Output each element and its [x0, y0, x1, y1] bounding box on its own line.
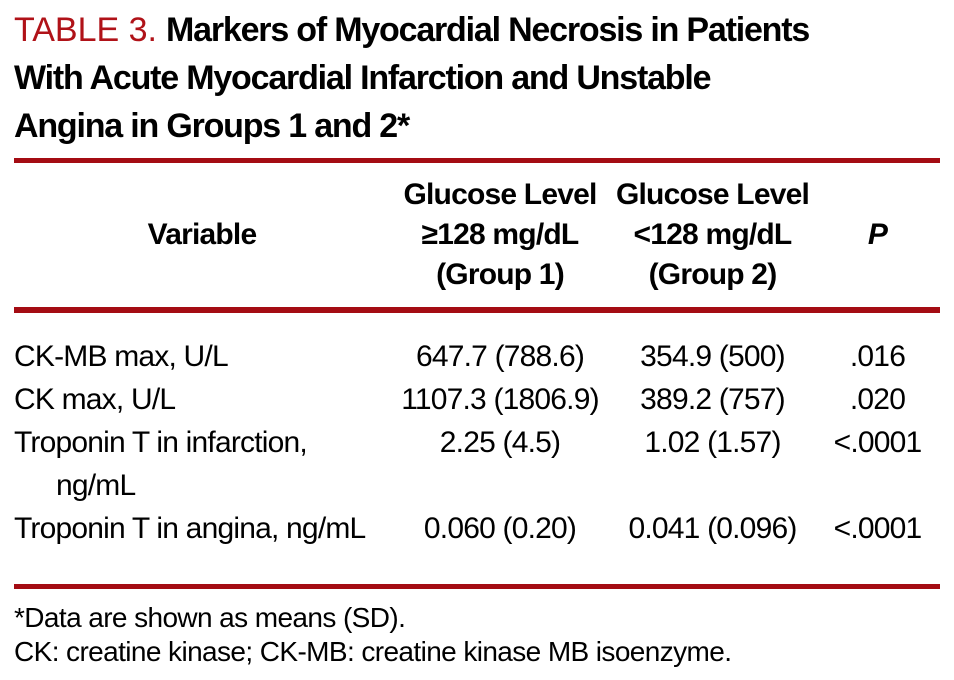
cell-variable: Troponin T in infarction, ng/mL: [14, 421, 390, 507]
table-title-text-2: With Acute Myocardial Infarction and Uns…: [14, 59, 712, 97]
cell-group1-value: 1107.3 (1806.9): [401, 383, 599, 416]
column-header-p-value: P: [815, 175, 940, 295]
table-footnotes: *Data are shown as means (SD). CK: creat…: [14, 601, 940, 669]
group2-header-line3: (Group 2): [648, 258, 778, 291]
table-header-row: Variable Glucose Level ≥128 mg/dL (Group…: [14, 163, 940, 307]
table-number-label: TABLE 3.: [14, 11, 157, 49]
cell-variable: CK-MB max, U/L: [14, 340, 229, 373]
table-row: Troponin T in angina, ng/mL 0.060 (0.20)…: [14, 507, 940, 550]
table-title-text-3: Angina in Groups 1 and 2*: [14, 107, 410, 145]
cell-group2-value: 389.2 (757): [640, 383, 785, 416]
table-title-text-1: Markers of Myocardial Necrosis in Patien…: [166, 11, 810, 49]
cell-p-value: <.0001: [833, 426, 923, 459]
group1-header-line3: (Group 1): [436, 258, 565, 291]
table-title-line-1: TABLE 3. Markers of Myocardial Necrosis i…: [14, 6, 940, 54]
bottom-rule: [14, 584, 940, 589]
cell-p-value: <.0001: [833, 512, 923, 545]
table-row: CK max, U/L 1107.3 (1806.9) 389.2 (757) …: [14, 378, 940, 421]
group1-header-line2: ≥128 mg/dL: [421, 218, 580, 251]
cell-variable: CK max, U/L: [14, 383, 176, 416]
column-header-variable-label: Variable: [147, 218, 257, 251]
p-value-header-label: P: [867, 218, 888, 251]
cell-p-value: .020: [849, 383, 906, 416]
cell-variable-line1: Troponin T in infarction,: [14, 426, 308, 459]
cell-group2-value: 0.041 (0.096): [628, 512, 797, 545]
column-header-variable: Variable: [14, 175, 390, 295]
table-row: Troponin T in infarction, ng/mL 2.25 (4.…: [14, 421, 940, 507]
cell-variable-line2: ng/mL: [56, 469, 136, 502]
column-header-group2: Glucose Level <128 mg/dL (Group 2): [610, 175, 815, 295]
table-title: TABLE 3. Markers of Myocardial Necrosis i…: [14, 6, 940, 150]
cell-group1-value: 2.25 (4.5): [439, 426, 561, 459]
header-rule: [14, 307, 940, 313]
cell-group2-value: 1.02 (1.57): [644, 426, 781, 459]
cell-group1-value: 0.060 (0.20): [423, 512, 577, 545]
table-body: CK-MB max, U/L 647.7 (788.6) 354.9 (500)…: [14, 313, 940, 584]
top-rule: [14, 158, 940, 163]
group2-header-line1: Glucose Level: [615, 178, 810, 211]
cell-variable: Troponin T in angina, ng/mL: [14, 512, 366, 545]
cell-p-value: .016: [849, 340, 906, 373]
footnote-abbreviations: CK: creatine kinase; CK-MB: creatine kin…: [14, 636, 732, 667]
table-row: CK-MB max, U/L 647.7 (788.6) 354.9 (500)…: [14, 335, 940, 378]
group2-header-line2: <128 mg/dL: [633, 218, 793, 251]
cell-group1-value: 647.7 (788.6): [415, 340, 585, 373]
cell-group2-value: 354.9 (500): [640, 340, 785, 373]
footnote-data-note: *Data are shown as means (SD).: [14, 602, 406, 633]
column-header-group1: Glucose Level ≥128 mg/dL (Group 1): [390, 175, 610, 295]
group1-header-line1: Glucose Level: [403, 178, 597, 211]
